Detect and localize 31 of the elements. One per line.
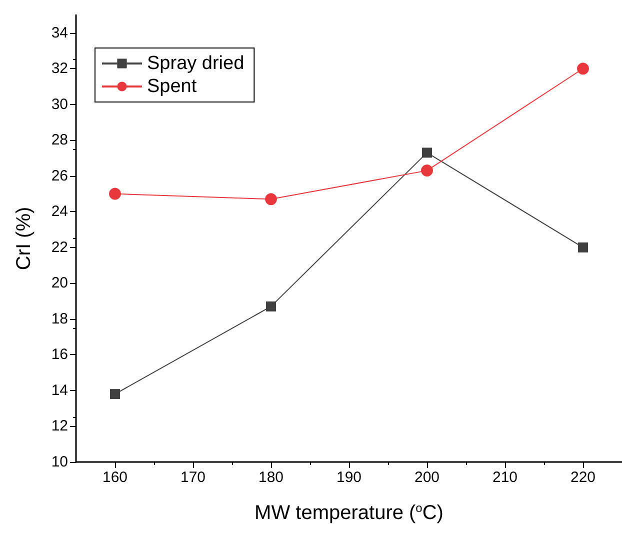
y-tick-label: 14 — [51, 382, 68, 399]
x-tick-label: 160 — [102, 469, 128, 486]
point — [265, 193, 277, 206]
y-tick-label: 18 — [51, 310, 68, 328]
y-tick-label: 24 — [51, 203, 68, 220]
y-tick-label: 26 — [51, 167, 68, 184]
y-tick-label: 34 — [51, 24, 68, 42]
x-tick-label: 200 — [414, 469, 440, 486]
legend-label: Spent — [147, 76, 198, 97]
x-tick-label: 210 — [492, 469, 518, 486]
y-tick-label: 20 — [51, 274, 68, 292]
x-tick-label: 170 — [180, 469, 206, 486]
point — [577, 62, 589, 75]
y-axis-title: CrI (%) — [13, 206, 35, 270]
x-tick-label: 190 — [336, 469, 362, 486]
y-tick-label: 12 — [51, 418, 68, 435]
legend-label: Spray dried — [147, 53, 244, 74]
point — [578, 242, 588, 252]
y-tick-label: 32 — [51, 60, 68, 78]
point — [110, 389, 120, 400]
y-tick-label: 22 — [51, 238, 68, 256]
y-tick-label: 16 — [51, 346, 68, 364]
point — [421, 164, 433, 177]
x-tick-label: 220 — [570, 469, 596, 486]
y-tick-label: 30 — [51, 96, 68, 113]
y-tick-label: 28 — [51, 132, 68, 149]
point — [109, 188, 121, 200]
x-tick-label: 180 — [258, 469, 284, 486]
point — [422, 148, 432, 158]
point — [266, 301, 276, 312]
y-tick-label: 10 — [51, 454, 68, 470]
